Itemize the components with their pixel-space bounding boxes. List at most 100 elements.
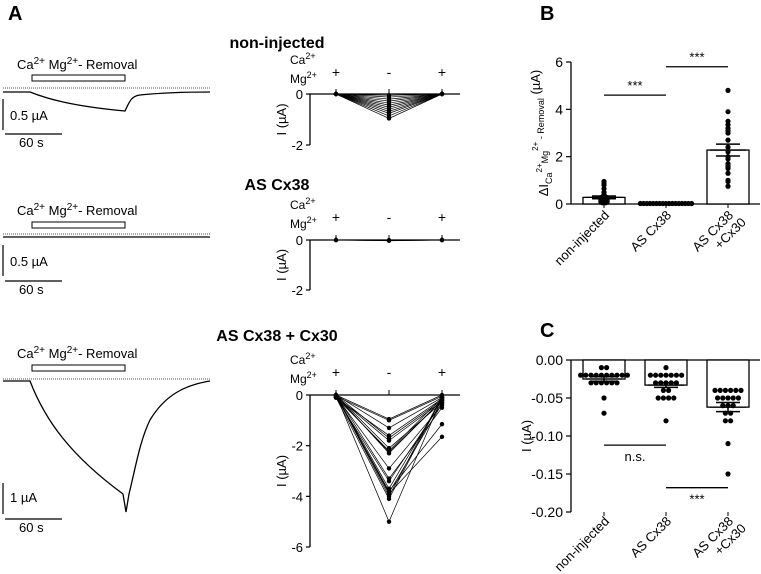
data-point (722, 387, 729, 393)
y-tick-label: -2 (291, 283, 303, 298)
current-trace (3, 91, 211, 112)
condition-label-mg: Mg2+ (290, 370, 317, 386)
paired-data-point (386, 490, 392, 495)
condition-sign: - (387, 209, 392, 225)
paired-data-point (386, 449, 392, 455)
condition-label-mg: Mg2+ (290, 215, 317, 231)
data-point (658, 372, 664, 378)
scale-y-label: 0.5 µA (10, 254, 48, 269)
scale-x-label: 60 s (19, 135, 44, 150)
y-tick-label: -0.10 (531, 428, 563, 444)
trace-as-cx38: Ca2+ Mg2+- Removal 0.5 µA 60 s (2, 202, 210, 297)
data-point (733, 387, 739, 393)
paired-data-point (439, 405, 445, 410)
data-point (725, 441, 731, 447)
trace-as-cx38-cx30: Ca2+ Mg2+- Removal 1 µA 60 s (2, 345, 211, 535)
y-tick-label: -4 (291, 489, 303, 504)
data-point (725, 109, 731, 115)
data-point (725, 165, 731, 172)
data-point (712, 387, 718, 393)
data-point (735, 395, 742, 401)
row-title-as-cx38-cx30: AS Cx38 + Cx30 (216, 328, 338, 345)
scale-y-label: 0.5 µA (10, 108, 48, 123)
condition-label-mg: Mg2+ (290, 70, 317, 86)
data-point (671, 395, 677, 401)
data-point (728, 418, 734, 424)
stim-label: Ca2+ Mg2+- Removal (17, 56, 137, 72)
data-point (666, 395, 672, 401)
category-label: non-injected (551, 208, 612, 269)
data-point (601, 395, 607, 401)
condition-sign: + (438, 64, 446, 80)
condition-label-ca: Ca2+ (290, 196, 316, 212)
y-tick-label: -0.20 (531, 504, 563, 520)
condition-label-ca: Ca2+ (290, 351, 316, 367)
scale-x-label: 60 s (19, 520, 44, 535)
data-point (655, 395, 661, 401)
condition-sign: + (438, 209, 446, 225)
y-tick-label: 0 (555, 196, 563, 212)
data-point (583, 372, 589, 378)
y-tick-label: -6 (291, 540, 303, 555)
data-point (725, 471, 731, 477)
y-tick-label: 4 (555, 101, 563, 117)
paired-data-point (333, 91, 339, 97)
data-point (660, 395, 667, 401)
data-point (679, 372, 685, 378)
data-point (663, 372, 669, 378)
stim-label: Ca2+ Mg2+- Removal (17, 202, 137, 218)
condition-sign: - (387, 364, 392, 380)
category-label: non-injected (551, 514, 612, 574)
row-title-as-cx38: AS Cx38 (245, 177, 310, 194)
significance-label: n.s. (625, 449, 646, 464)
stim-bar (31, 364, 126, 372)
condition-sign: - (387, 64, 392, 80)
paired-data-point (333, 392, 339, 398)
significance-label: *** (627, 78, 642, 93)
bar-chart-b: 0 2 4 6 non-injected AS Cx38 AS Cx38+Cx30 *** **… (528, 50, 760, 268)
data-point (715, 395, 721, 401)
data-point (728, 387, 734, 393)
condition-label-ca: Ca2+ (290, 51, 316, 67)
condition-sign: + (332, 364, 340, 380)
significance-label: *** (689, 50, 704, 65)
y-axis-label: I (µA) (274, 455, 289, 487)
data-point (663, 418, 669, 424)
paired-data-point (333, 237, 339, 243)
paired-plot-as-cx38-cx30: Ca2+ Mg2+ + - +0 -2 -4 -6 I (µA) (274, 351, 460, 555)
category-label: AS Cx38+Cx30 (689, 511, 749, 571)
data-point (604, 365, 610, 371)
y-tick-label: 0 (296, 87, 303, 102)
paired-data-point (439, 434, 445, 439)
paired-data-point (386, 425, 392, 431)
data-point (653, 372, 659, 378)
data-point (730, 395, 736, 401)
paired-data-point (439, 91, 445, 97)
row-title-non-injected: non-injected (229, 35, 324, 52)
data-point (722, 418, 729, 424)
y-tick-label: 0 (296, 388, 303, 403)
paired-data-point (439, 395, 445, 400)
panel-label-a: A (8, 3, 22, 25)
y-axis-label: ΔICa2+Mg2+ - Removal (µA) (528, 70, 554, 197)
data-point (663, 365, 669, 371)
data-point (725, 395, 731, 401)
paired-data-point (386, 478, 392, 484)
condition-sign: + (332, 209, 340, 225)
panel-label-b: B (540, 3, 554, 25)
y-tick-label: -2 (291, 439, 303, 454)
category-label: AS Cx38 (627, 514, 674, 561)
current-trace (3, 380, 211, 513)
data-point (738, 387, 744, 393)
y-tick-label: 0.00 (536, 352, 563, 368)
paired-data-point (439, 401, 445, 407)
data-point (725, 170, 731, 176)
paired-data-point (386, 496, 392, 502)
y-axis-label: I (µA) (519, 420, 534, 452)
data-point (725, 156, 731, 162)
data-point (673, 372, 680, 378)
panel-label-c: C (540, 320, 554, 342)
data-point (660, 387, 667, 393)
y-tick-label: -0.05 (531, 390, 563, 406)
paired-data-point (386, 418, 392, 423)
